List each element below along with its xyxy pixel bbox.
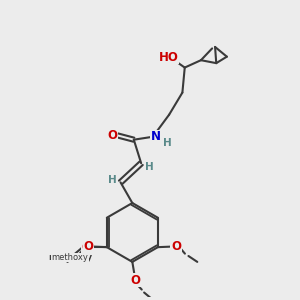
Text: H: H: [145, 162, 154, 172]
Text: H: H: [108, 175, 117, 185]
Text: O: O: [81, 241, 91, 254]
Text: O: O: [130, 274, 140, 286]
Text: methoxy: methoxy: [48, 253, 92, 262]
Text: HO: HO: [159, 51, 178, 64]
Text: O: O: [171, 240, 181, 253]
Text: O: O: [108, 129, 118, 142]
Text: O: O: [84, 240, 94, 253]
Text: H: H: [163, 138, 172, 148]
Text: N: N: [151, 130, 161, 143]
Text: methoxy: methoxy: [52, 253, 88, 262]
